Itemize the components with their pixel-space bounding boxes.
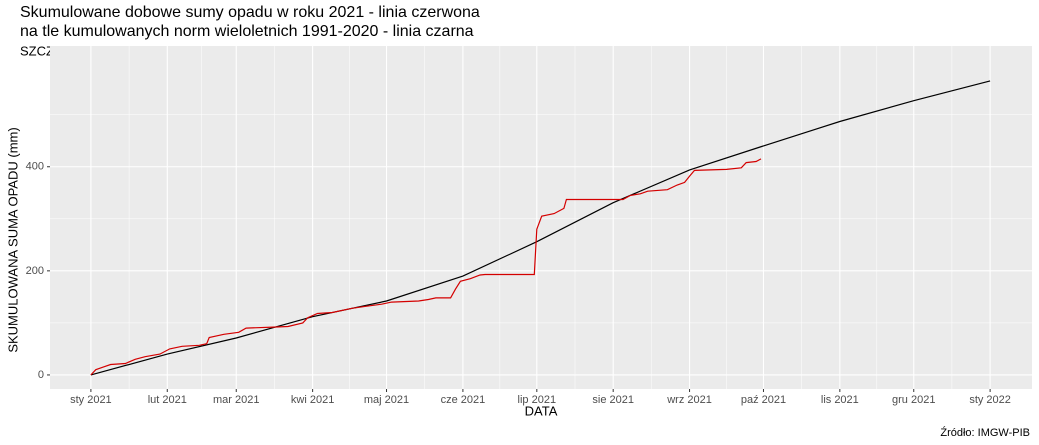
x-tick-label: lip 2021 [518, 394, 557, 406]
x-tick-label: cze 2021 [441, 394, 486, 406]
x-tick-label: sie 2021 [592, 394, 634, 406]
x-tick-label: gru 2021 [892, 394, 935, 406]
y-tick-label: 400 [26, 161, 44, 173]
y-tick-label: 200 [26, 265, 44, 277]
y-axis-label: SKUMULOWANA SUMA OPADU (mm) [5, 127, 20, 352]
x-tick-label: sty 2022 [969, 394, 1011, 406]
x-tick-label: kwi 2021 [291, 394, 334, 406]
data-line [90, 158, 762, 376]
x-tick-label: lis 2021 [821, 394, 859, 406]
x-axis-label: DATA [525, 403, 558, 418]
x-tick-label: mar 2021 [213, 394, 259, 406]
chart-title-line2: na tle kumulowanych norm wieloletnich 19… [20, 23, 474, 40]
x-tick-label: sty 2021 [70, 394, 112, 406]
x-tick-label: lut 2021 [148, 394, 187, 406]
chart-title: Skumulowane dobowe sumy opadu w roku 202… [20, 4, 480, 21]
caption: Źródło: IMGW-PIB [940, 426, 1030, 439]
x-tick-label: maj 2021 [364, 394, 409, 406]
x-tick-label: paź 2021 [741, 394, 786, 406]
data-line [90, 80, 991, 376]
x-tick-label: wrz 2021 [666, 394, 712, 406]
y-tick-label: 0 [38, 369, 44, 381]
